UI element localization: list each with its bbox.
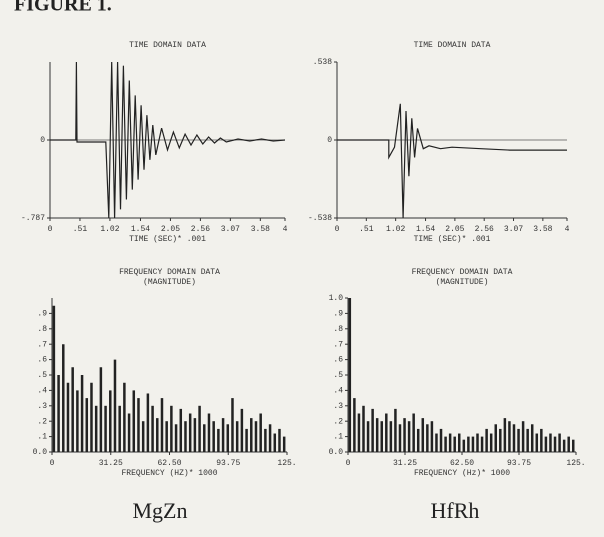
x-axis-label: TIME (SEC)* .001 xyxy=(129,235,206,244)
caption: HfRh xyxy=(431,498,480,523)
x-tick-label: 1.02 xyxy=(386,225,405,234)
y-tick-label: -.538 xyxy=(308,214,332,223)
chart-title: TIME DOMAIN DATA xyxy=(414,41,491,50)
y-tick-label: 0 xyxy=(327,136,332,145)
chart-subtitle: (MAGNITUDE) xyxy=(143,278,196,287)
x-axis-label: TIME (SEC)* .001 xyxy=(414,235,491,244)
x-tick-label: 93.75 xyxy=(216,459,240,468)
x-tick-label: 0 xyxy=(48,225,53,234)
x-tick-label: 31.25 xyxy=(393,459,417,468)
x-axis-label: FREQUENCY (HZ)* 1000 xyxy=(121,469,217,478)
x-tick-label: 93.75 xyxy=(507,459,531,468)
chart-subtitle: (MAGNITUDE) xyxy=(436,278,489,287)
y-tick-label: .1 xyxy=(333,433,343,442)
y-tick-label: .8 xyxy=(37,325,47,334)
y-tick-label: .3 xyxy=(333,402,343,411)
x-tick-label: .51 xyxy=(73,225,88,234)
x-tick-label: 125. xyxy=(566,459,585,468)
x-tick-label: 0 xyxy=(335,225,340,234)
x-tick-label: 2.56 xyxy=(191,225,210,234)
x-tick-label: 4 xyxy=(565,225,570,234)
x-tick-label: 125. xyxy=(277,459,296,468)
x-tick-label: 3.58 xyxy=(533,225,552,234)
y-tick-label: 1.0 xyxy=(329,294,344,303)
x-tick-label: 1.54 xyxy=(131,225,150,234)
x-tick-label: 2.56 xyxy=(475,225,494,234)
y-tick-label: .3 xyxy=(37,402,47,411)
y-tick-label: .6 xyxy=(333,356,343,365)
y-tick-label: .5 xyxy=(333,371,343,380)
x-tick-label: 1.54 xyxy=(416,225,435,234)
caption: MgZn xyxy=(133,498,188,523)
x-tick-label: 1.02 xyxy=(100,225,119,234)
y-tick-label: .9 xyxy=(37,310,47,319)
x-tick-label: 3.07 xyxy=(504,225,523,234)
signal-line xyxy=(337,103,567,219)
x-tick-label: 4 xyxy=(283,225,288,234)
figure-label: FIGURE 1. xyxy=(14,0,112,16)
y-tick-label: .8 xyxy=(333,325,343,334)
y-tick-label: .4 xyxy=(333,387,343,396)
chart-title: TIME DOMAIN DATA xyxy=(129,41,206,50)
y-tick-label: .7 xyxy=(333,340,343,349)
y-tick-label: .6 xyxy=(37,356,47,365)
y-tick-label: .5 xyxy=(37,371,47,380)
y-tick-label: 0.0 xyxy=(329,448,344,457)
y-tick-label: .9 xyxy=(333,310,343,319)
y-tick-label: 0 xyxy=(40,136,45,145)
x-tick-label: 2.05 xyxy=(445,225,464,234)
signal-line xyxy=(50,61,286,219)
y-tick-label: .1 xyxy=(37,433,47,442)
y-tick-label: -.787 xyxy=(21,214,45,223)
chart-title: FREQUENCY DOMAIN DATA xyxy=(119,268,220,277)
x-tick-label: 62.50 xyxy=(157,459,181,468)
x-tick-label: 0 xyxy=(50,459,55,468)
y-tick-label: 0.0 xyxy=(33,448,48,457)
x-tick-label: 3.07 xyxy=(221,225,240,234)
y-tick-label: .7 xyxy=(37,340,47,349)
x-tick-label: .51 xyxy=(359,225,374,234)
x-tick-label: 31.25 xyxy=(99,459,123,468)
x-tick-label: 2.05 xyxy=(161,225,180,234)
y-tick-label: .4 xyxy=(37,387,47,396)
y-tick-label: .2 xyxy=(37,417,47,426)
x-axis-label: FREQUENCY (Hz)* 1000 xyxy=(414,469,510,478)
y-tick-label: .538 xyxy=(313,58,332,67)
y-tick-label: .2 xyxy=(333,417,343,426)
x-tick-label: 62.50 xyxy=(450,459,474,468)
chart-title: FREQUENCY DOMAIN DATA xyxy=(412,268,513,277)
x-tick-label: 0 xyxy=(346,459,351,468)
x-tick-label: 3.58 xyxy=(251,225,270,234)
